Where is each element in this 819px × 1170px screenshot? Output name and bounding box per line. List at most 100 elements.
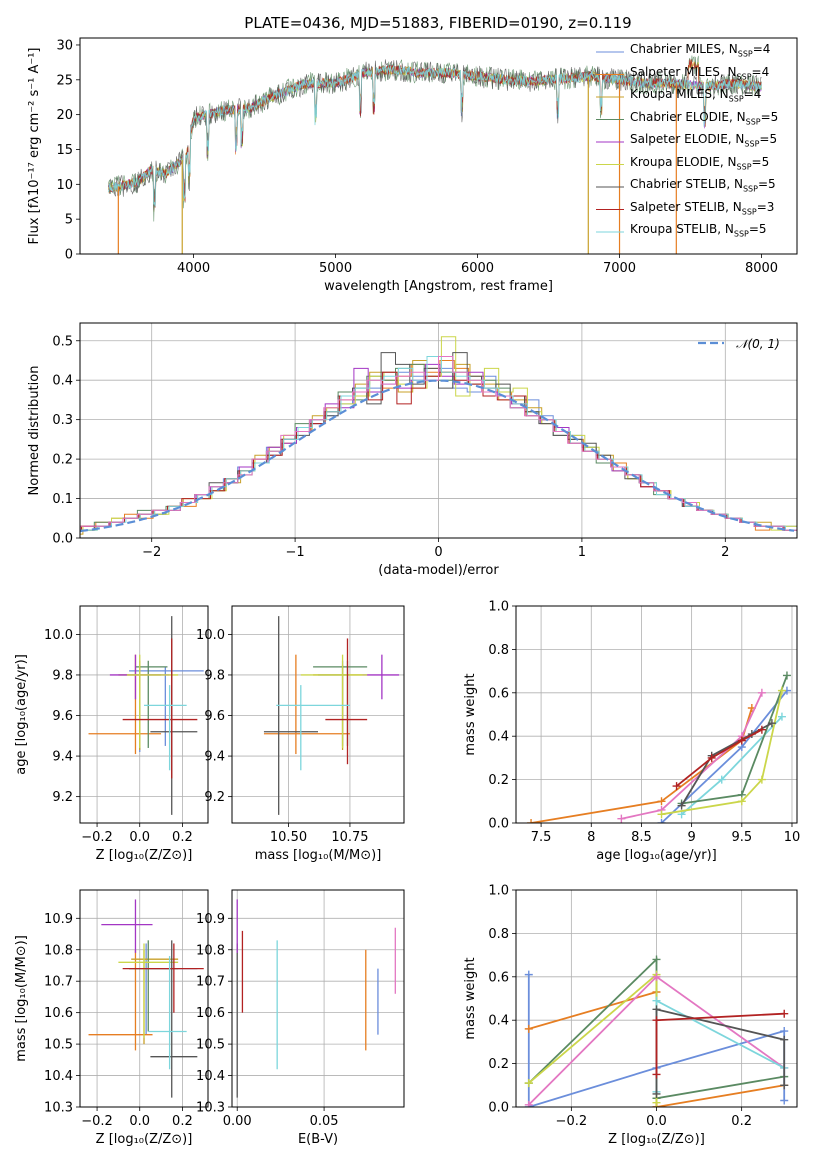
weight-marker xyxy=(777,686,786,695)
y-axis-label: mass weight xyxy=(463,957,478,1039)
weight-line xyxy=(681,716,783,815)
legend-entry: Kroupa MILES, NSSP=4 xyxy=(630,87,762,104)
legend-entry: Salpeter STELIB, NSSP=3 xyxy=(630,199,775,216)
y-tick-label: 0.2 xyxy=(52,453,73,468)
axes-frame xyxy=(231,889,405,1108)
weight-marker xyxy=(652,955,661,964)
y-tick-label: 10.5 xyxy=(44,1038,73,1053)
axes-frame xyxy=(515,605,798,824)
x-tick-label: 1 xyxy=(578,545,586,560)
axes-frame xyxy=(79,605,209,824)
plot-area-age_vs_weight xyxy=(527,671,791,823)
spectrum-line xyxy=(107,65,762,207)
legend-label: Chabrier ELODIE, NSSP=5 xyxy=(630,109,779,126)
y-tick-label: 0.4 xyxy=(488,1014,509,1029)
x-tick-label: 5000 xyxy=(319,261,352,276)
weight-marker xyxy=(527,819,536,823)
panel-mass_vs_age: 10.50 10.75 9.2 9.4 9.6 9.8 10.0 mass [log₁₀(M/… xyxy=(196,605,405,863)
weight-line xyxy=(661,690,783,816)
x-tick-label: 0 xyxy=(434,545,442,560)
x-tick-label: 0.00 xyxy=(223,1114,252,1129)
plot-area-ebv_vs_mass xyxy=(236,899,396,1098)
histogram-series xyxy=(80,363,797,531)
plot-area-mass_vs_age xyxy=(263,616,400,815)
y-tick-label: 10.0 xyxy=(44,628,73,643)
weight-marker xyxy=(652,1089,661,1098)
figure-title: PLATE=0436, MJD=51883, FIBERID=0190, z=0… xyxy=(244,14,631,32)
y-axis-label: mass [log₁₀(M/M⊙)] xyxy=(14,935,29,1062)
weight-line xyxy=(680,722,773,807)
weight-marker xyxy=(657,819,666,823)
plot-area-residuals xyxy=(80,336,797,535)
legend-label: Salpeter STELIB, NSSP=3 xyxy=(630,199,775,216)
panel-residuals: −2 −1 0 1 2 0.0 0.1 0.2 0.3 0.4 0.5 (data-model)/er… xyxy=(27,322,798,578)
y-tick-label: 0.6 xyxy=(488,970,509,985)
x-tick-label: 4000 xyxy=(177,261,210,276)
y-tick-label: 0.1 xyxy=(52,492,73,507)
x-tick-label: 10 xyxy=(784,830,801,845)
x-tick-label: 0.0 xyxy=(129,830,150,845)
y-tick-label: 10.3 xyxy=(44,1101,73,1116)
y-tick-label: 10.5 xyxy=(196,1038,225,1053)
x-tick-label: −2 xyxy=(142,545,161,560)
histogram-series xyxy=(80,367,797,531)
weight-marker xyxy=(652,972,661,981)
x-tick-label: 10.75 xyxy=(331,830,368,845)
y-tick-label: 10.4 xyxy=(44,1069,73,1084)
y-tick-label: 10.4 xyxy=(196,1069,225,1084)
x-tick-label: 9.5 xyxy=(731,830,752,845)
y-tick-label: 10.7 xyxy=(44,975,73,990)
x-tick-label: 7000 xyxy=(603,261,636,276)
x-tick-label: 0.0 xyxy=(129,1114,150,1129)
legend-label: Kroupa MILES, NSSP=4 xyxy=(630,87,762,104)
plot-area-z_vs_weight xyxy=(524,955,789,1107)
y-tick-label: 5 xyxy=(65,213,73,228)
y-tick-label: 9.8 xyxy=(52,668,73,683)
panel-age_vs_weight: 7.5 8 8.5 9 9.5 10 0.0 0.2 0.4 0.6 0.8 1.0 age [log₁… xyxy=(463,600,800,864)
y-axis-label: age [log₁₀(age/yr)] xyxy=(14,654,29,775)
y-tick-label: 0.2 xyxy=(488,1057,509,1072)
histogram-series xyxy=(80,336,797,531)
weight-marker xyxy=(780,1081,789,1090)
y-tick-label: 10.6 xyxy=(196,1006,225,1021)
x-tick-label: −0.2 xyxy=(81,1114,113,1129)
weight-marker xyxy=(780,1035,789,1044)
x-axis-label: (data-model)/error xyxy=(378,563,499,578)
axes-frame xyxy=(79,37,798,255)
y-axis-label: Flux [fλ10⁻¹⁷ erg cm⁻² s⁻¹ A⁻¹] xyxy=(27,48,42,245)
y-tick-label: 0.0 xyxy=(488,817,509,832)
y-tick-label: 9.4 xyxy=(52,750,73,765)
y-tick-label: 0.3 xyxy=(52,413,73,428)
weight-marker xyxy=(617,814,626,823)
weight-marker xyxy=(672,782,681,791)
y-tick-label: 10.9 xyxy=(196,912,225,927)
y-tick-label: 9.2 xyxy=(52,790,73,805)
y-tick-label: 10.0 xyxy=(196,628,225,643)
x-tick-label: 7.5 xyxy=(531,830,552,845)
y-tick-label: 10.6 xyxy=(44,1006,73,1021)
legend-entry: Chabrier MILES, NSSP=4 xyxy=(630,42,771,59)
x-axis-label: Z [log₁₀(Z/Z⊙)] xyxy=(608,1132,705,1147)
y-tick-label: 0.2 xyxy=(488,773,509,788)
y-tick-label: 30 xyxy=(56,38,73,53)
y-axis-label: Normed distribution xyxy=(27,366,42,496)
weight-marker xyxy=(780,1027,789,1036)
panel-z_vs_weight: −0.2 0.0 0.2 0.0 0.2 0.4 0.6 0.8 1.0 Z [log₁₀(Z/Z… xyxy=(463,884,798,1147)
y-tick-label: 15 xyxy=(56,143,73,158)
y-tick-label: 1.0 xyxy=(488,600,509,615)
weight-marker xyxy=(717,775,726,784)
x-axis-label: E(B-V) xyxy=(298,1132,338,1147)
x-tick-label: 0.2 xyxy=(172,1114,193,1129)
plot-area-z_vs_age xyxy=(88,616,204,815)
legend-label: Salpeter MILES, NSSP=4 xyxy=(630,64,770,81)
y-tick-label: 10.7 xyxy=(196,975,225,990)
weight-marker xyxy=(782,671,791,680)
legend-label: Chabrier MILES, NSSP=4 xyxy=(630,42,771,59)
y-tick-label: 10.8 xyxy=(196,943,225,958)
legend-label: Kroupa STELIB, NSSP=5 xyxy=(630,222,767,239)
x-tick-label: 0.2 xyxy=(731,1114,752,1129)
y-axis-label: mass weight xyxy=(463,673,478,755)
plot-area-spectrum xyxy=(107,55,762,254)
panel-spectrum: 4000 5000 6000 7000 8000 0 5 10 15 20 25 30 waveleng… xyxy=(27,37,798,294)
